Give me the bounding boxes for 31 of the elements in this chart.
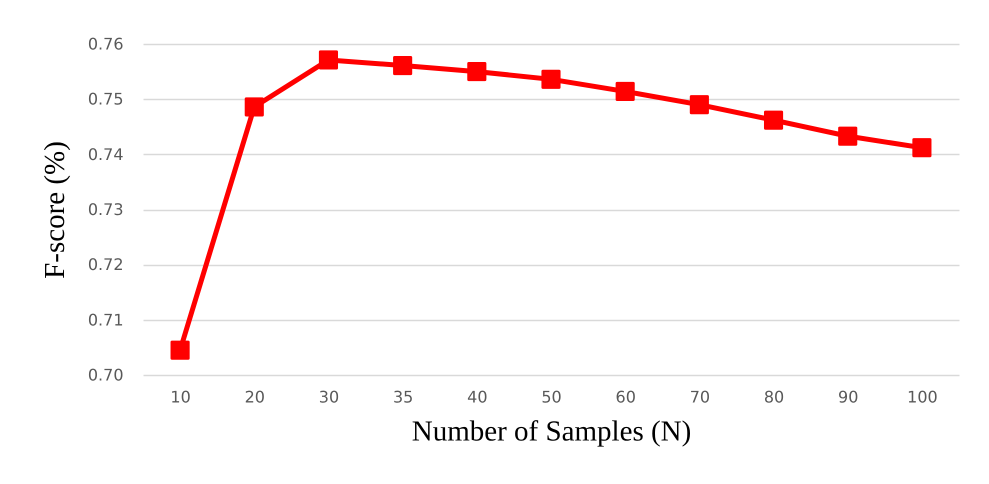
point [170,340,190,360]
x-tick-label: 20 [244,388,265,406]
point [616,82,635,102]
y-axis-title: F-score (%) [38,141,71,279]
point [912,138,932,158]
x-tick-label: 50 [541,388,562,406]
y-tick-label: 0.70 [88,366,124,384]
y-tick-label: 0.74 [88,144,124,164]
point [764,110,784,130]
x-axis-title: Number of Samples (N) [412,416,692,448]
x-tick-label: 100 [907,388,938,406]
x-tick-label: 30 [318,388,340,406]
point [244,97,264,116]
point [838,126,858,146]
y-tick-label: 0.73 [88,200,124,219]
point [393,56,412,76]
point [541,70,561,89]
y-tick-label: 0.72 [88,255,124,274]
y-tick-label: 0.76 [88,34,124,54]
x-tick-label: 70 [690,388,710,406]
point [318,50,338,70]
x-tick-label: 35 [392,388,414,406]
y-tick-label: 0.71 [88,310,124,330]
point [690,95,709,114]
point [467,62,486,82]
x-tick-label: 60 [616,388,636,406]
y-tick-label: 0.75 [88,90,124,109]
x-tick-label: 80 [764,388,784,406]
x-tick-label: 10 [170,388,191,406]
x-tick-label: 90 [838,388,858,406]
x-tick-label: 40 [467,388,488,406]
